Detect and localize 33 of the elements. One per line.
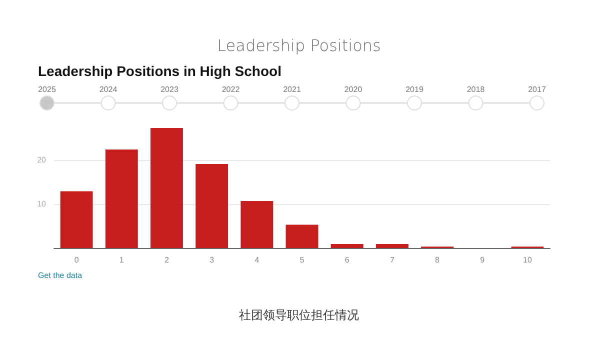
x-tick-label: 5 — [300, 256, 305, 264]
x-tick-label: 9 — [480, 256, 486, 264]
text: 2019 — [406, 85, 424, 94]
x-tick-label: 8 — [435, 256, 440, 264]
text: 2022 — [222, 85, 240, 94]
x-tick-label: 6 — [344, 256, 350, 264]
text: 社团领导职位担任情况 — [238, 307, 360, 324]
text: 2024 — [99, 85, 118, 94]
x-tick-label: 4 — [254, 256, 260, 264]
bar — [240, 200, 274, 248]
bar — [330, 244, 364, 248]
text: 2020 — [344, 85, 363, 94]
text: 2021 — [283, 85, 302, 94]
chart-subtitle: Leadership Positions in High School — [38, 63, 282, 79]
bar — [105, 150, 138, 248]
x-tick-label: 1 — [119, 256, 124, 264]
text: 2018 — [466, 85, 486, 94]
text: 2025 — [38, 85, 56, 94]
bar — [150, 128, 183, 248]
text: 2023 — [160, 85, 179, 94]
chart-title: Leadership Positions — [216, 36, 382, 55]
x-tick-label: 10 — [523, 256, 532, 264]
text: 2017 — [528, 85, 546, 94]
bar — [60, 191, 93, 248]
text: Get the data — [38, 271, 82, 280]
x-tick-label: 3 — [210, 256, 215, 264]
bar — [376, 244, 408, 248]
y-tick-label: 20 — [37, 156, 47, 165]
bar — [196, 164, 228, 248]
x-tick-label: 2 — [164, 256, 170, 264]
x-tick-label: 0 — [74, 256, 80, 264]
bar — [286, 224, 318, 248]
x-tick-label: 7 — [390, 256, 395, 264]
